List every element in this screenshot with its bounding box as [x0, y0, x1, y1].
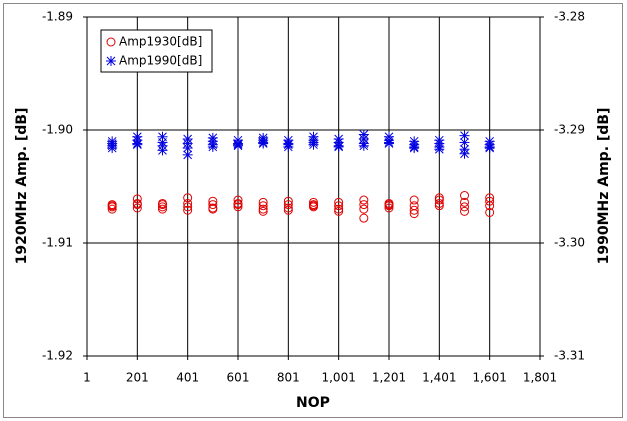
y-tick-label: -1.91	[42, 236, 73, 250]
point	[334, 201, 344, 211]
y2-tick-label: -3.29	[554, 123, 585, 137]
point	[183, 205, 193, 215]
legend-marker	[106, 56, 116, 66]
point	[359, 200, 369, 210]
x-tick-label: 801	[277, 371, 300, 385]
point	[334, 206, 344, 216]
point	[157, 145, 168, 156]
point	[334, 197, 344, 207]
point	[107, 204, 117, 214]
point	[183, 202, 193, 212]
y2-tick-label: -3.31	[554, 349, 585, 363]
legend-box	[100, 29, 213, 73]
point	[434, 198, 444, 208]
point	[409, 141, 420, 152]
x-tick-label: 1,201	[372, 371, 406, 385]
x-tick-label: 601	[227, 371, 250, 385]
point	[334, 204, 344, 214]
point	[460, 202, 469, 212]
legend-marker	[106, 37, 116, 47]
point	[460, 206, 469, 216]
point	[409, 195, 419, 205]
point	[207, 141, 218, 152]
point	[283, 200, 293, 210]
x-tick-label: 1	[83, 371, 91, 385]
point	[107, 143, 118, 154]
point	[132, 198, 142, 208]
point	[358, 140, 369, 151]
point	[233, 195, 243, 205]
point	[233, 139, 243, 150]
point	[283, 205, 293, 215]
x-tick-label: 1,601	[472, 371, 506, 385]
point	[384, 200, 394, 210]
point	[258, 201, 268, 211]
y2-axis-title: 1990MHz Amp. [dB]	[596, 108, 612, 265]
point	[484, 141, 495, 152]
point	[459, 148, 470, 159]
point	[309, 201, 318, 211]
y-axis-title: 1920MHz Amp. [dB]	[14, 108, 30, 265]
point	[283, 139, 294, 150]
point	[183, 198, 193, 208]
point	[158, 200, 167, 210]
x-tick-label: 1,801	[523, 371, 557, 385]
point	[208, 200, 218, 210]
point	[384, 203, 394, 213]
point	[459, 137, 470, 148]
point	[132, 139, 143, 150]
legend-label: Amp1930[dB]	[119, 35, 202, 49]
legend-label: Amp1990[dB]	[119, 54, 202, 68]
point	[132, 203, 142, 213]
y2-tick-label: -3.28	[554, 10, 585, 24]
x-tick-label: 1,001	[321, 371, 355, 385]
point	[409, 209, 419, 219]
point	[183, 193, 193, 203]
point	[460, 197, 469, 207]
point	[333, 141, 344, 152]
point	[233, 202, 243, 212]
point	[434, 195, 444, 205]
point	[258, 204, 268, 214]
point	[485, 201, 495, 211]
point	[460, 191, 469, 201]
y-tick-label: -1.89	[42, 10, 73, 24]
y-tick-label: -1.92	[42, 349, 73, 363]
point	[158, 204, 167, 214]
y-tick-label: -1.90	[42, 123, 73, 137]
y2-tick-label: -3.30	[554, 236, 585, 250]
plot-frame	[86, 16, 541, 357]
x-tick-label: 1,401	[422, 371, 456, 385]
point	[107, 201, 117, 211]
point	[258, 137, 269, 148]
point	[409, 205, 419, 215]
point	[233, 200, 243, 210]
point	[434, 144, 445, 155]
point	[485, 207, 495, 217]
point	[283, 203, 293, 213]
point	[258, 197, 268, 207]
point	[434, 201, 444, 211]
plot-area	[87, 17, 540, 356]
point	[283, 196, 293, 206]
point	[208, 204, 218, 214]
point	[258, 206, 268, 216]
point	[485, 196, 495, 206]
point	[132, 194, 142, 204]
x-tick-label: 401	[176, 371, 199, 385]
point	[384, 137, 394, 148]
point	[158, 202, 167, 212]
point	[359, 204, 369, 214]
x-tick-label: 201	[126, 371, 149, 385]
point	[182, 149, 193, 160]
x-axis-title: NOP	[296, 395, 330, 411]
point	[308, 139, 319, 150]
point	[309, 197, 318, 207]
point	[359, 213, 369, 223]
point	[359, 195, 369, 205]
